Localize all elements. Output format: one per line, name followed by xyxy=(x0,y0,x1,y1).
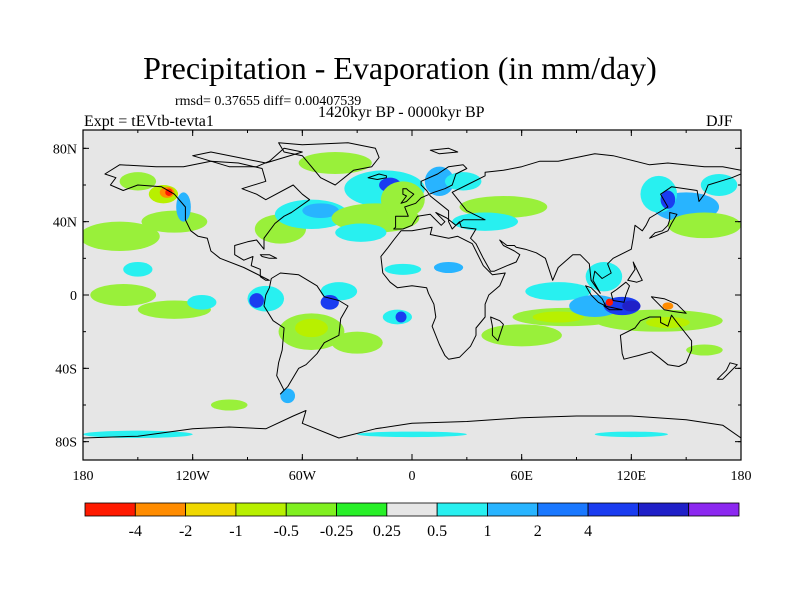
colorbar-swatch xyxy=(135,503,185,516)
colorbar-label: 1 xyxy=(483,523,491,540)
colorbar-swatch xyxy=(538,503,588,516)
contour-region xyxy=(622,301,640,312)
contour-region xyxy=(176,192,191,221)
contour-region xyxy=(595,432,668,438)
contour-region xyxy=(280,389,295,404)
contour-region xyxy=(381,181,425,218)
contour-region xyxy=(606,299,613,306)
contour-region xyxy=(445,172,482,190)
contour-region xyxy=(481,324,561,346)
colorbar-swatch xyxy=(286,503,336,516)
x-tick-label: 120W xyxy=(176,469,211,484)
colorbar-label: -4 xyxy=(129,523,142,540)
contour-region xyxy=(662,302,673,309)
colorbar-label: 2 xyxy=(534,523,542,540)
x-tick-label: 180 xyxy=(731,469,752,484)
contour-region xyxy=(249,293,264,308)
contour-region xyxy=(211,400,248,411)
y-tick-label: 0 xyxy=(70,289,77,304)
contour-region xyxy=(452,213,518,231)
contour-region xyxy=(83,431,193,438)
y-tick-label: 80S xyxy=(55,436,77,451)
contour-region xyxy=(141,211,207,233)
colorbar-label: -0.25 xyxy=(320,523,353,540)
colorbar-swatch xyxy=(85,503,135,516)
contour-region xyxy=(357,432,467,438)
contour-region xyxy=(123,262,152,277)
contour-region xyxy=(396,312,407,323)
x-tick-label: 60W xyxy=(289,469,317,484)
contour-region xyxy=(434,262,463,273)
colorbar-label: -2 xyxy=(179,523,192,540)
x-tick-label: 60E xyxy=(510,469,533,484)
colorbar-swatch xyxy=(186,503,236,516)
precip-evap-map: 80N 40N 0 40S 80S 180 120W 60W 0 60E 120E 180 -4 -2 -1… xyxy=(0,0,800,600)
colorbar-swatch xyxy=(638,503,688,516)
colorbar-label: 4 xyxy=(584,523,592,540)
y-tick-label: 40S xyxy=(55,362,77,377)
x-tick-label: 120E xyxy=(617,469,647,484)
colorbar-swatch xyxy=(588,503,638,516)
colorbar-swatch xyxy=(689,503,739,516)
contour-region xyxy=(120,172,157,190)
x-tick-label: 180 xyxy=(73,469,94,484)
y-tick-label: 80N xyxy=(53,142,77,157)
y-tick-label: 40N xyxy=(53,216,77,231)
colorbar-label: 0.5 xyxy=(427,523,447,540)
contour-region xyxy=(187,295,216,310)
colorbar-swatch xyxy=(387,503,437,516)
x-tick-label: 0 xyxy=(409,469,416,484)
colorbar-swatch xyxy=(487,503,537,516)
contour-region xyxy=(335,224,386,242)
colorbar-swatch xyxy=(337,503,387,516)
contour-region xyxy=(299,152,372,174)
colorbar-label: -0.5 xyxy=(274,523,299,540)
colorbar-label: -1 xyxy=(229,523,242,540)
contour-region xyxy=(385,264,422,275)
contour-region xyxy=(668,213,741,239)
contour-region xyxy=(321,295,339,310)
colorbar-swatch xyxy=(437,503,487,516)
colorbar-swatch xyxy=(236,503,286,516)
contour-region xyxy=(90,284,156,306)
contour-region xyxy=(295,319,328,337)
colorbar-label: 0.25 xyxy=(373,523,401,540)
